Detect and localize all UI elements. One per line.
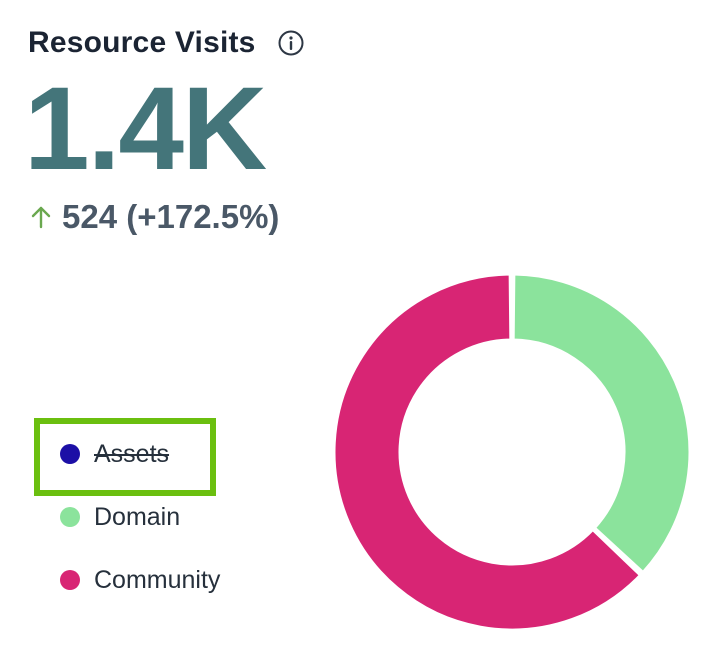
card-header: Resource Visits (28, 26, 304, 60)
legend-dot (60, 444, 80, 464)
delta-text: 524 (+172.5%) (62, 198, 280, 235)
legend-item-community[interactable]: Community (60, 560, 220, 600)
donut-slice-domain[interactable] (511, 272, 692, 574)
total-visits-value: 1.4K (24, 63, 267, 195)
legend-dot (60, 507, 80, 527)
donut-slice-community[interactable] (332, 272, 642, 632)
legend-item-assets[interactable]: Assets (60, 434, 220, 474)
delta-indicator: 524 (+172.5%) (30, 198, 279, 236)
legend-label: Domain (94, 502, 181, 531)
info-icon[interactable] (278, 30, 304, 56)
chart-legend: Assets Domain Community (60, 434, 220, 623)
arrow-up-icon (30, 205, 52, 229)
legend-dot (60, 570, 80, 590)
card-title: Resource Visits (28, 26, 256, 59)
donut-chart (332, 272, 692, 632)
legend-item-domain[interactable]: Domain (60, 497, 220, 537)
legend-label: Assets (94, 439, 170, 468)
legend-label: Community (94, 565, 221, 594)
